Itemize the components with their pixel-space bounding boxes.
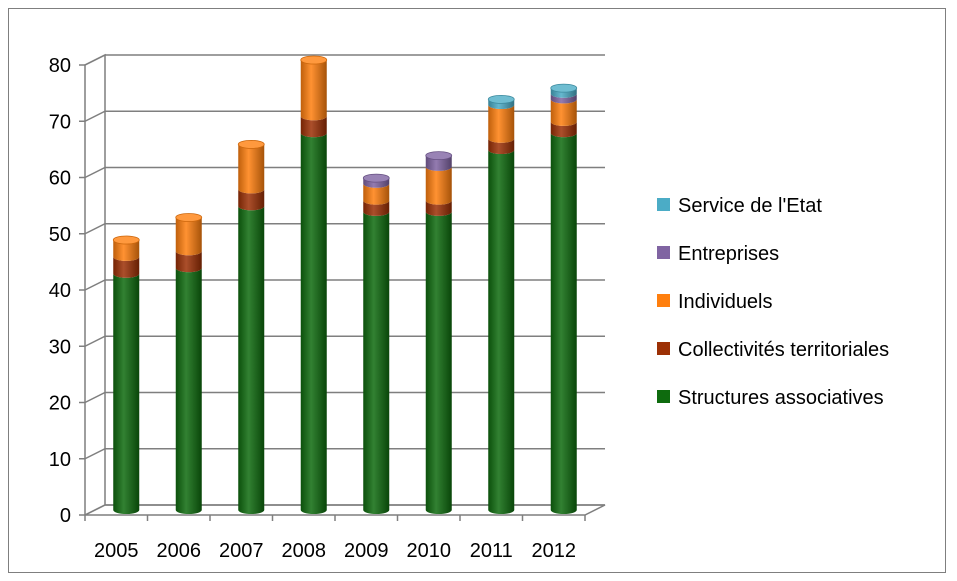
y-tick-label: 50 <box>49 224 71 246</box>
gridline <box>84 223 605 235</box>
y-axis-tick-labels: 0 10 20 30 40 50 60 70 80 <box>49 55 71 527</box>
bar-top-cap <box>362 173 390 183</box>
bar-segment <box>113 273 140 514</box>
x-tick-label: 2005 <box>94 540 139 562</box>
bar-segment <box>550 133 577 514</box>
bar-segment <box>238 189 265 211</box>
y-tick-label: 30 <box>49 336 71 358</box>
chart-floor <box>84 504 606 516</box>
legend-swatch <box>657 294 670 307</box>
bar-top-cap <box>112 235 140 245</box>
legend-label: Individuels <box>678 291 773 313</box>
y-axis-wall <box>84 53 106 515</box>
bar-segment <box>488 105 515 143</box>
bar-segment <box>488 150 515 514</box>
chart-grid <box>84 54 605 516</box>
bar-segment <box>175 251 202 273</box>
bar-top-cap <box>175 213 203 222</box>
bar-segment <box>425 200 452 216</box>
legend-swatch <box>657 246 670 259</box>
bar-segment <box>363 211 390 514</box>
y-tick-label: 40 <box>49 280 71 302</box>
gridline <box>84 54 605 66</box>
legend-item: Individuels <box>657 291 773 313</box>
chart-bars <box>112 55 578 514</box>
bar-segment <box>550 99 577 126</box>
bar-top-cap <box>550 83 578 93</box>
bar-segment <box>363 200 390 216</box>
bar-top-cap <box>487 94 515 104</box>
bar-segment <box>550 93 577 104</box>
bar-segment <box>113 256 140 278</box>
x-tick-label: 2010 <box>407 540 452 562</box>
bar-segment <box>425 166 452 205</box>
x-axis-tick-labels: 2005 2006 2007 2008 2009 2010 2011 2012 <box>94 540 576 562</box>
y-tick-label: 10 <box>49 449 71 471</box>
gridline <box>84 279 605 291</box>
legend-item: Service de l'Etat <box>657 195 822 217</box>
bar-segment <box>300 133 327 514</box>
legend-label: Collectivités territoriales <box>678 339 889 361</box>
bar-top-cap <box>425 151 453 161</box>
bar-segment <box>300 60 327 121</box>
bar-segment <box>363 183 390 205</box>
bar-segment <box>550 88 577 98</box>
bar-segment <box>425 211 452 514</box>
x-tick-label: 2007 <box>219 540 264 562</box>
gridline <box>84 335 605 347</box>
x-tick-label: 2012 <box>532 540 577 562</box>
gridline <box>84 110 605 122</box>
bar-segment <box>175 217 202 256</box>
gridline <box>84 166 605 179</box>
y-tick-label: 70 <box>49 111 71 133</box>
y-tick-label: 80 <box>49 55 71 77</box>
x-tick-label: 2009 <box>344 540 389 562</box>
chart-axes <box>79 53 606 521</box>
bar-segment <box>238 144 265 194</box>
bar-segment <box>488 99 515 109</box>
bar-segment <box>238 206 265 514</box>
bar-segment <box>363 178 390 188</box>
chart-frame <box>8 8 946 573</box>
gridline <box>84 391 605 404</box>
gridline <box>84 504 605 516</box>
bar-segment <box>488 138 515 154</box>
bar-segment <box>300 116 327 138</box>
bar-segment <box>113 240 140 261</box>
y-tick-label: 20 <box>49 393 71 415</box>
legend-swatch <box>657 390 670 403</box>
bar-segment <box>175 268 202 514</box>
x-tick-label: 2006 <box>157 540 202 562</box>
legend-item: Structures associatives <box>657 387 884 409</box>
x-tick-label: 2008 <box>282 540 327 562</box>
x-tick-label: 2011 <box>470 540 513 562</box>
legend-item: Entreprises <box>657 243 779 265</box>
y-tick-label: 60 <box>49 168 71 190</box>
legend-item: Collectivités territoriales <box>657 339 889 361</box>
legend-label: Entreprises <box>678 243 779 265</box>
bar-segment <box>550 121 577 138</box>
y-tick-label: 0 <box>60 505 71 527</box>
legend-label: Structures associatives <box>678 387 884 409</box>
gridline <box>84 448 605 460</box>
legend-swatch <box>657 342 670 355</box>
bar-top-cap <box>237 139 265 149</box>
bar-top-cap <box>300 55 328 65</box>
chart-legend: Service de l'Etat Entreprises Individuels C… <box>657 195 889 409</box>
legend-swatch <box>657 198 670 211</box>
legend-label: Service de l'Etat <box>678 195 822 217</box>
